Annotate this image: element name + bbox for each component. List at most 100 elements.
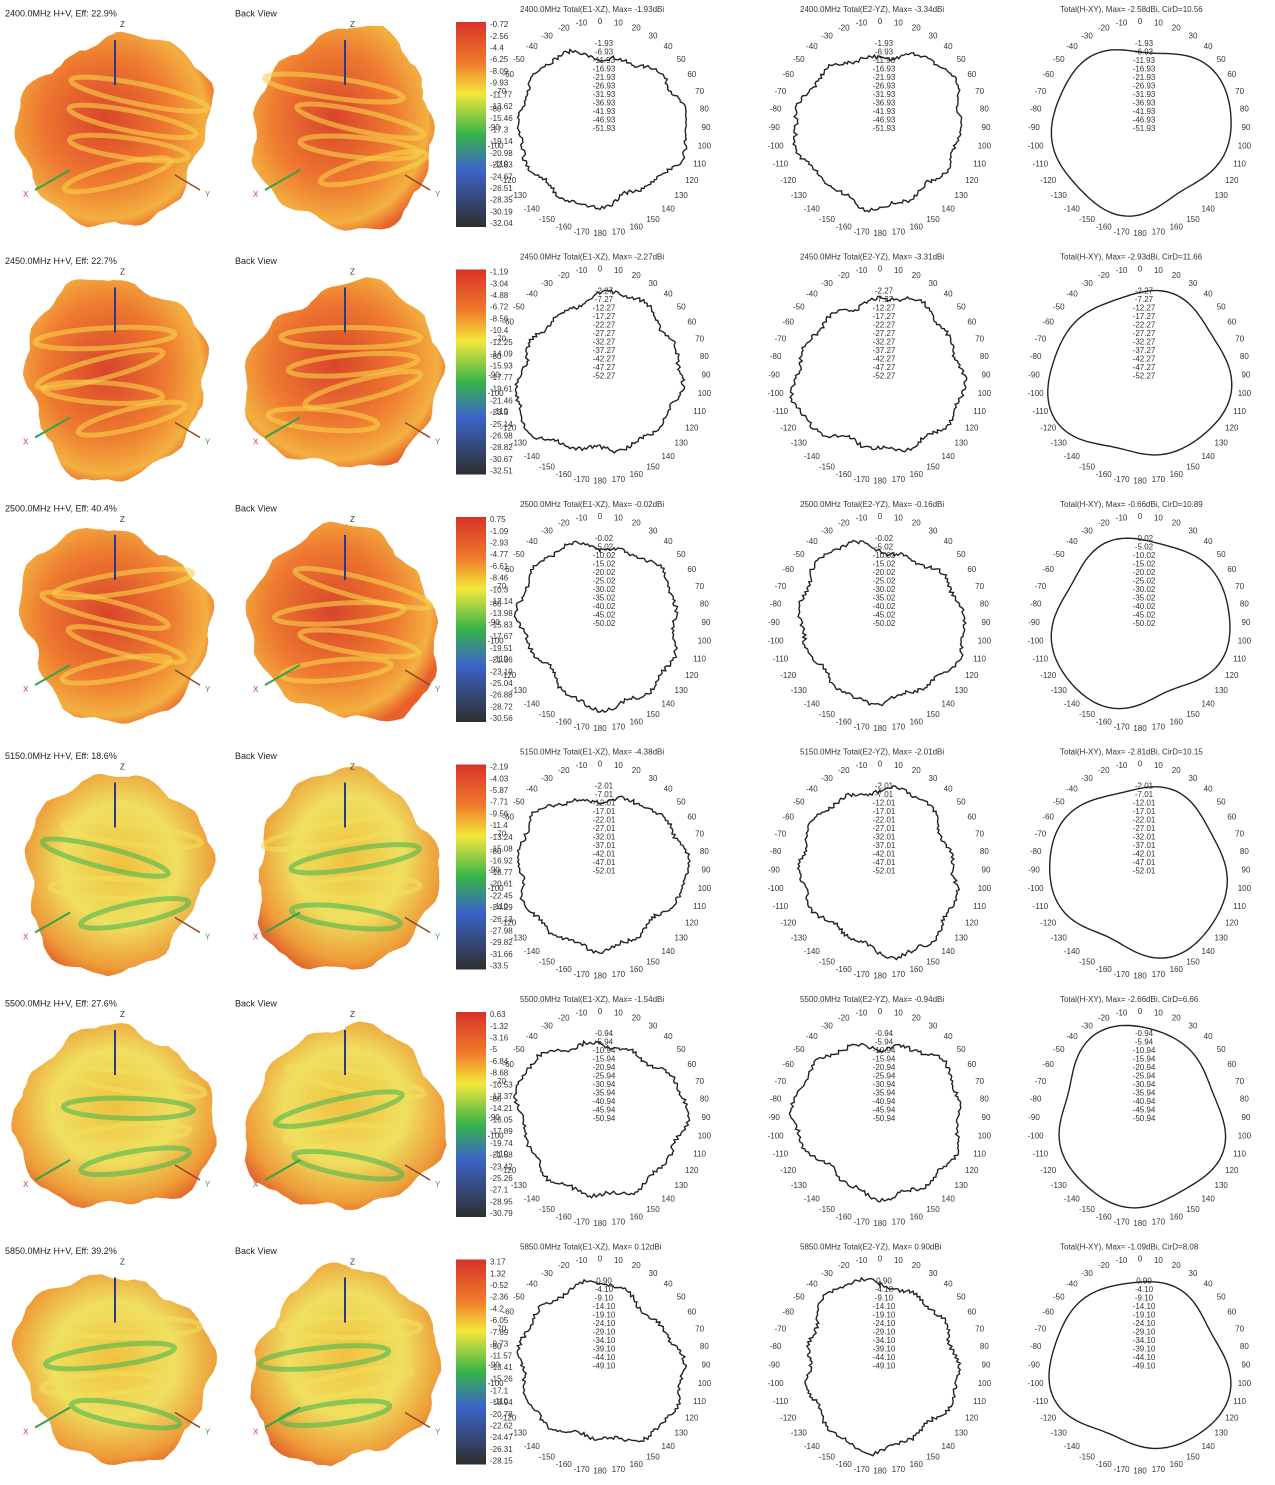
angle-label: -10 bbox=[856, 514, 868, 523]
angle-label: 170 bbox=[1152, 475, 1166, 484]
polar-title: 2400.0MHz Total(E1-XZ), Max= -1.93dBi bbox=[520, 5, 664, 14]
blob-stripe bbox=[271, 600, 407, 627]
angle-label: -10 bbox=[856, 1009, 868, 1018]
ring-label: -49.10 bbox=[1133, 1362, 1156, 1371]
axis-x bbox=[34, 416, 71, 439]
ring-label: -42.27 bbox=[593, 355, 616, 364]
angle-label: -170 bbox=[854, 970, 871, 979]
colorbar-label: -2.56 bbox=[490, 32, 509, 41]
angle-label: -30 bbox=[821, 774, 833, 783]
angle-label: 70 bbox=[975, 1077, 984, 1086]
angle-label: 10 bbox=[894, 1009, 903, 1018]
ring-label: -14.10 bbox=[1133, 1302, 1156, 1311]
angle-label: 10 bbox=[614, 19, 623, 28]
angle-label: -150 bbox=[1079, 462, 1096, 471]
angle-label: -90 bbox=[768, 1113, 780, 1122]
angle-label: 130 bbox=[955, 686, 969, 695]
angle-label: -30 bbox=[1081, 774, 1093, 783]
angle-label: 60 bbox=[687, 70, 696, 79]
angle-label: 80 bbox=[1240, 1342, 1249, 1351]
angle-label: 160 bbox=[910, 470, 924, 479]
angle-label: -60 bbox=[782, 318, 794, 327]
ring-label: -24.10 bbox=[1133, 1319, 1156, 1328]
angle-label: 80 bbox=[700, 847, 709, 856]
blob-stripe bbox=[288, 842, 422, 876]
angle-label: 20 bbox=[632, 766, 641, 775]
angle-label: -150 bbox=[1079, 957, 1096, 966]
polar-title: 5500.0MHz Total(E2-YZ), Max= -0.94dBi bbox=[800, 995, 944, 1004]
ring-label: -30.94 bbox=[593, 1080, 616, 1089]
angle-label: -110 bbox=[773, 1397, 789, 1406]
ring-label: -17.27 bbox=[873, 312, 896, 321]
blob-stripe bbox=[317, 148, 430, 188]
colorbar-label: -12.25 bbox=[490, 338, 513, 347]
angle-label: -10 bbox=[856, 1256, 868, 1265]
ring-label: -20.02 bbox=[873, 568, 896, 577]
polar-curve bbox=[1050, 49, 1232, 217]
ring-label: -12.01 bbox=[1133, 799, 1156, 808]
angle-label: 90 bbox=[1242, 618, 1251, 627]
angle-label: -130 bbox=[511, 686, 528, 695]
angle-label: 70 bbox=[1235, 829, 1244, 838]
ring-label: -45.94 bbox=[1133, 1106, 1156, 1115]
colorbar-label: -19.14 bbox=[490, 137, 513, 146]
ring-label: -17.27 bbox=[1133, 312, 1156, 321]
colorbar-label: -13.24 bbox=[490, 833, 513, 842]
angle-label: -90 bbox=[768, 1361, 780, 1370]
axis-y bbox=[404, 916, 431, 934]
angle-label: 130 bbox=[675, 1181, 689, 1190]
colorbar-label: -19.61 bbox=[490, 385, 513, 394]
axis-label: Z bbox=[120, 20, 125, 29]
axis-label: Y bbox=[435, 190, 441, 199]
angle-label: 180 bbox=[1133, 724, 1147, 733]
ring-label: -46.93 bbox=[1133, 116, 1156, 125]
ring-label: -26.93 bbox=[873, 82, 896, 91]
angle-label: 130 bbox=[675, 934, 689, 943]
ring-label: -15.94 bbox=[593, 1055, 616, 1064]
ring-label: -31.93 bbox=[1133, 90, 1156, 99]
angle-label: -120 bbox=[1040, 919, 1057, 928]
angle-label: 30 bbox=[1189, 31, 1198, 40]
ring-label: -37.27 bbox=[1133, 346, 1156, 355]
angle-label: -70 bbox=[775, 334, 787, 343]
angle-label: 60 bbox=[1227, 318, 1236, 327]
ring-label: -37.01 bbox=[593, 841, 616, 850]
polar-curve bbox=[788, 1042, 962, 1203]
colorbar-label: -8.09 bbox=[490, 67, 509, 76]
angle-label: -90 bbox=[488, 866, 500, 875]
ring-label: -17.01 bbox=[1133, 807, 1156, 816]
angle-label: -70 bbox=[1035, 1077, 1047, 1086]
axis-label: X bbox=[23, 933, 29, 942]
blob-front bbox=[11, 1274, 218, 1465]
angle-label: 0 bbox=[1138, 760, 1143, 769]
blob-stripe bbox=[302, 368, 424, 410]
angle-label: -120 bbox=[500, 1414, 517, 1423]
ring-label: -29.10 bbox=[1133, 1328, 1156, 1337]
colorbar-label: -4.03 bbox=[490, 774, 509, 783]
angle-label: -130 bbox=[511, 1429, 528, 1438]
ring-label: -14.10 bbox=[873, 1302, 896, 1311]
ring-label: -37.27 bbox=[593, 346, 616, 355]
angle-label: 70 bbox=[695, 1324, 704, 1333]
ring-label: -12.01 bbox=[873, 799, 896, 808]
angle-label: -80 bbox=[770, 352, 782, 361]
angle-label: -150 bbox=[819, 1452, 836, 1461]
angle-label: 140 bbox=[1201, 204, 1215, 213]
angle-label: -20 bbox=[838, 519, 850, 528]
angle-label: -160 bbox=[556, 1213, 573, 1222]
angle-label: -20 bbox=[558, 1261, 570, 1270]
ring-label: -52.27 bbox=[1133, 372, 1156, 381]
ring-label: -19.10 bbox=[593, 1311, 616, 1320]
angle-label: 150 bbox=[646, 462, 660, 471]
angle-label: -160 bbox=[836, 1460, 853, 1469]
angle-label: 0 bbox=[878, 1007, 883, 1016]
colorbar-label: -25.14 bbox=[490, 420, 513, 429]
angle-label: -60 bbox=[502, 1308, 514, 1317]
angle-label: 50 bbox=[677, 55, 686, 64]
blob-stripe bbox=[278, 1315, 424, 1341]
angle-label: 20 bbox=[1172, 271, 1181, 280]
angle-label: -40 bbox=[806, 1032, 818, 1041]
ring-label: -52.01 bbox=[1133, 867, 1156, 876]
ring-label: -0.02 bbox=[1135, 534, 1154, 543]
colorbar-label: -2.93 bbox=[490, 539, 509, 548]
